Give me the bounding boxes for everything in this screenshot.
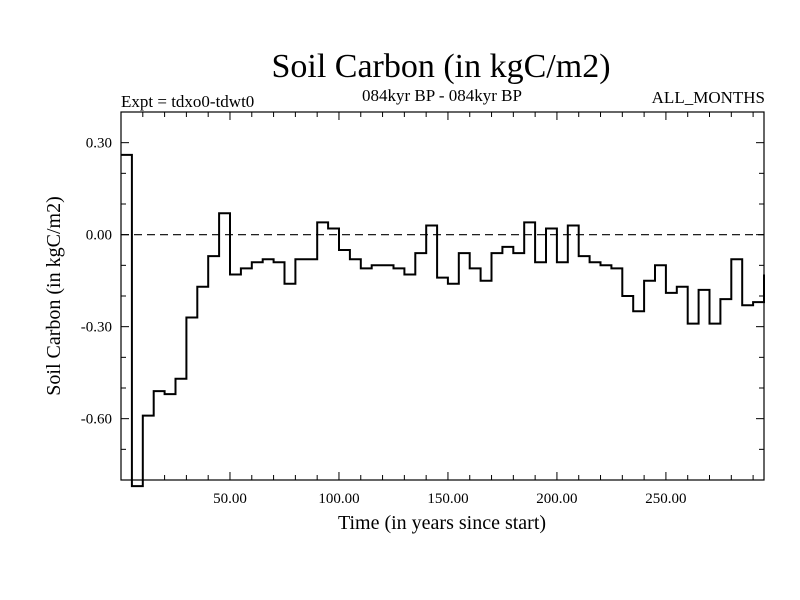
y-axis-label: Soil Carbon (in kgC/m2) <box>43 196 65 395</box>
x-tick-label: 250.00 <box>645 491 686 507</box>
tick-marks <box>121 112 764 480</box>
period-label: ALL_MONTHS <box>652 88 765 107</box>
y-tick-label: -0.30 <box>81 320 112 336</box>
x-tick-label: 100.00 <box>318 491 359 507</box>
experiment-label: Expt = tdxo0-tdwt0 <box>121 92 254 111</box>
chart-title: Soil Carbon (in kgC/m2) <box>271 48 610 85</box>
x-tick-label: 150.00 <box>427 491 468 507</box>
tick-labels: 50.00 100.00 150.00 200.00 250.00 0.30 0.00 -0.… <box>81 136 687 507</box>
chart-subtitle: 084kyr BP - 084kyr BP <box>362 86 522 105</box>
x-axis-label: Time (in years since start) <box>338 512 546 534</box>
y-tick-label: 0.30 <box>86 136 112 152</box>
y-tick-label: 0.00 <box>86 228 112 244</box>
y-tick-label: -0.60 <box>81 412 112 428</box>
series-line <box>121 153 765 488</box>
plot-frame <box>120 111 765 481</box>
x-tick-label: 200.00 <box>536 491 577 507</box>
x-tick-label: 50.00 <box>213 491 247 507</box>
